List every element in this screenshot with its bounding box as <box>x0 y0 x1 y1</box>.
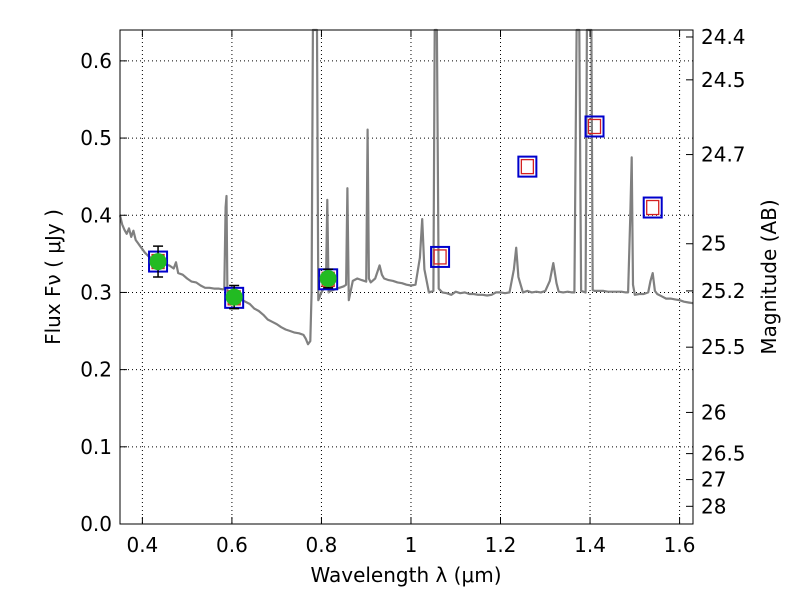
observed-point <box>225 284 243 310</box>
observed-point-marker <box>149 253 167 271</box>
y2-tick-label: 26.5 <box>701 442 746 466</box>
model-point-inner <box>646 199 660 216</box>
x-axis-title: Wavelength λ (μm) <box>310 563 501 587</box>
y-tick-label: 0.0 <box>80 512 112 536</box>
observed-point <box>319 268 337 289</box>
y-tick-label: 0.5 <box>80 126 112 150</box>
axis-tick-labels: 0.4 0.6 0.8 1 1.2 1.4 1.6 0.0 0.1 0.2 0.3 0.4 0.5 0.6… <box>80 25 745 557</box>
model-point-inner <box>433 249 447 265</box>
y-tick-label: 0.1 <box>80 435 112 459</box>
spectrum-series <box>118 28 694 346</box>
y-tick-label: 0.4 <box>80 203 112 227</box>
y2-tick-label: 24.4 <box>701 25 746 49</box>
y2-tick-label: 27 <box>701 468 726 492</box>
observed-point <box>149 245 167 278</box>
plot-frame <box>119 29 694 525</box>
y2-tick-label: 28 <box>701 494 726 518</box>
x-tick-label: 1 <box>405 533 418 557</box>
y2-tick-label: 25.2 <box>701 279 746 303</box>
grid-lines <box>120 30 693 525</box>
y2-tick-label: 24.7 <box>701 143 746 167</box>
observed-point-marker <box>319 270 337 288</box>
model-point <box>430 245 451 268</box>
y2-tick-label: 25 <box>701 232 726 256</box>
x-tick-label: 1.2 <box>485 533 517 557</box>
model-point-outer <box>430 245 451 268</box>
model-point <box>642 196 663 219</box>
model-point-outer <box>642 196 663 219</box>
x-tick-label: 0.8 <box>306 533 338 557</box>
y-tick-label: 0.3 <box>80 280 112 304</box>
x-tick-label: 1.4 <box>574 533 606 557</box>
axis-ticks <box>120 30 693 525</box>
y2-axis-title: Magnitude (AB) <box>757 199 781 354</box>
model-point <box>517 155 538 178</box>
model-point-inner <box>587 118 602 135</box>
y2-tick-label: 26 <box>701 400 726 424</box>
model-point <box>584 115 605 138</box>
y-tick-label: 0.6 <box>80 49 112 73</box>
observed-point-marker <box>225 288 243 306</box>
spectrum-line <box>118 28 694 346</box>
model-point-outer <box>584 115 605 138</box>
observed-photometry-series <box>149 245 337 310</box>
y-axis-title: Flux Fν ( μJy ) <box>41 209 65 345</box>
model-point-outer <box>517 155 538 178</box>
x-tick-label: 1.6 <box>664 533 696 557</box>
x-tick-label: 0.6 <box>216 533 248 557</box>
y2-tick-label: 24.5 <box>701 68 746 92</box>
y-tick-label: 0.2 <box>80 358 112 382</box>
model-point-inner <box>520 158 535 175</box>
y2-tick-label: 25.5 <box>701 335 746 359</box>
x-tick-label: 0.4 <box>126 533 158 557</box>
